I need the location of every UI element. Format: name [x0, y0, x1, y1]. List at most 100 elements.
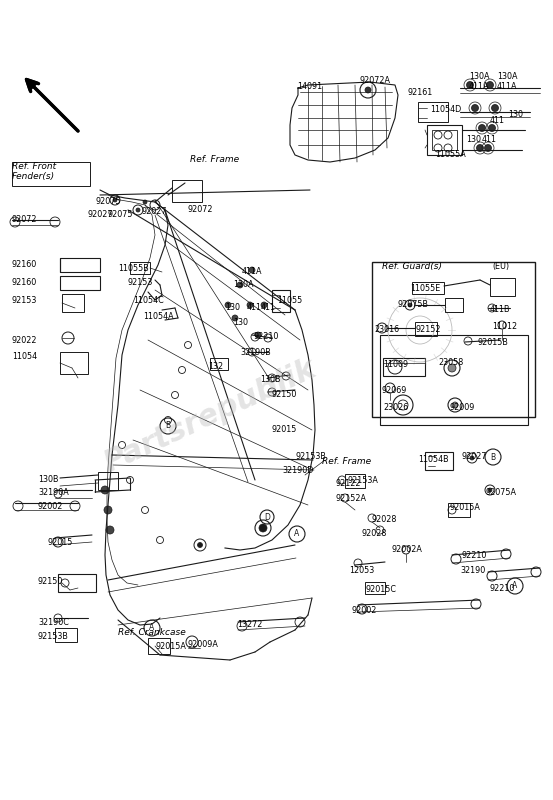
Text: 92015A: 92015A: [155, 642, 186, 651]
Text: 130: 130: [466, 135, 481, 144]
Bar: [60, 258, 100, 272]
Text: 13272: 13272: [237, 620, 262, 629]
Bar: [445, 298, 463, 312]
Text: 92069: 92069: [381, 386, 406, 395]
Bar: [172, 180, 202, 202]
Text: 130A: 130A: [497, 72, 518, 81]
Text: 11055: 11055: [277, 296, 302, 305]
Bar: [412, 282, 444, 294]
Circle shape: [408, 303, 412, 307]
Text: 11054: 11054: [12, 352, 37, 361]
Circle shape: [448, 364, 456, 372]
Bar: [415, 322, 437, 336]
Text: 92027: 92027: [142, 207, 168, 216]
Text: 92022: 92022: [12, 336, 38, 345]
Text: 32190A: 32190A: [38, 488, 69, 497]
Text: B: B: [165, 422, 170, 430]
Bar: [60, 352, 88, 374]
Bar: [62, 294, 84, 312]
Text: 130: 130: [233, 318, 248, 327]
Bar: [432, 130, 457, 150]
Circle shape: [452, 402, 458, 408]
Bar: [272, 290, 290, 312]
Text: 92160: 92160: [12, 278, 37, 287]
Bar: [345, 474, 365, 488]
Text: 411A: 411A: [242, 267, 263, 276]
Text: 411: 411: [490, 116, 505, 125]
Text: 92015A: 92015A: [450, 503, 481, 512]
Text: 92075A: 92075A: [485, 488, 516, 497]
Text: 92153B: 92153B: [295, 452, 326, 461]
Text: 92002A: 92002A: [392, 545, 423, 554]
Text: 92161: 92161: [408, 88, 433, 97]
Bar: [448, 503, 470, 517]
Bar: [383, 358, 425, 376]
Text: 92150: 92150: [272, 390, 298, 399]
Text: 92015: 92015: [48, 538, 74, 547]
Text: 11012: 11012: [492, 322, 517, 331]
Text: 92015B: 92015B: [478, 338, 509, 347]
Text: 411A: 411A: [497, 82, 518, 91]
Text: Ref. Frame: Ref. Frame: [322, 457, 371, 466]
Text: 11054A: 11054A: [143, 312, 174, 321]
Bar: [427, 125, 462, 155]
Text: 92152: 92152: [416, 325, 441, 334]
Circle shape: [487, 82, 493, 89]
FancyArrowPatch shape: [26, 79, 78, 131]
Bar: [55, 628, 77, 642]
Circle shape: [104, 506, 112, 514]
Text: Ref. Front: Ref. Front: [12, 162, 56, 171]
Bar: [372, 262, 535, 417]
Circle shape: [237, 282, 243, 288]
Text: 32190D: 32190D: [282, 466, 314, 475]
Circle shape: [470, 456, 474, 460]
Circle shape: [232, 315, 238, 321]
Circle shape: [477, 145, 483, 151]
Text: 132: 132: [208, 362, 223, 371]
Text: Ref. Frame: Ref. Frame: [190, 155, 239, 164]
Text: 92153B: 92153B: [38, 632, 69, 641]
Text: Partsrepublik: Partsrepublik: [100, 354, 321, 478]
Text: 411: 411: [261, 303, 276, 312]
Text: 92210: 92210: [462, 551, 487, 560]
Circle shape: [255, 332, 261, 338]
Text: B: B: [491, 453, 495, 462]
Text: 23016: 23016: [374, 325, 399, 334]
Text: 130B: 130B: [38, 475, 59, 484]
Text: 32190B: 32190B: [240, 348, 271, 357]
Text: 92152A: 92152A: [336, 494, 367, 503]
Circle shape: [113, 198, 117, 202]
Text: 92075B: 92075B: [398, 300, 429, 309]
Bar: [380, 335, 528, 425]
Circle shape: [225, 302, 231, 308]
Text: 92002: 92002: [352, 606, 377, 615]
Text: 92072A: 92072A: [360, 76, 391, 85]
Bar: [130, 262, 150, 274]
Text: (EU): (EU): [492, 262, 509, 271]
Text: 92150: 92150: [38, 577, 64, 586]
Bar: [425, 452, 453, 470]
Text: 92072: 92072: [12, 215, 38, 224]
Text: 130A: 130A: [469, 72, 489, 81]
Text: 92015C: 92015C: [366, 585, 397, 594]
Text: 92009A: 92009A: [188, 640, 219, 649]
Text: 92009: 92009: [449, 403, 474, 412]
Text: 411: 411: [247, 303, 262, 312]
Text: 32190: 32190: [460, 566, 485, 575]
Text: 11055B: 11055B: [118, 264, 149, 273]
Text: 11009: 11009: [383, 360, 408, 369]
Bar: [58, 574, 96, 592]
Bar: [365, 582, 385, 594]
Text: 12053: 12053: [349, 566, 374, 575]
Circle shape: [488, 488, 492, 492]
Text: 92075: 92075: [95, 197, 121, 206]
Text: 11054D: 11054D: [430, 105, 461, 114]
Circle shape: [492, 105, 498, 111]
Text: Ref. Guard(s): Ref. Guard(s): [382, 262, 442, 271]
Circle shape: [247, 302, 253, 308]
Text: 23026: 23026: [383, 403, 408, 412]
Text: 32190C: 32190C: [38, 618, 69, 627]
Text: 92015: 92015: [271, 425, 296, 434]
Text: 92072: 92072: [188, 205, 213, 214]
Text: Fender(s): Fender(s): [12, 172, 55, 181]
